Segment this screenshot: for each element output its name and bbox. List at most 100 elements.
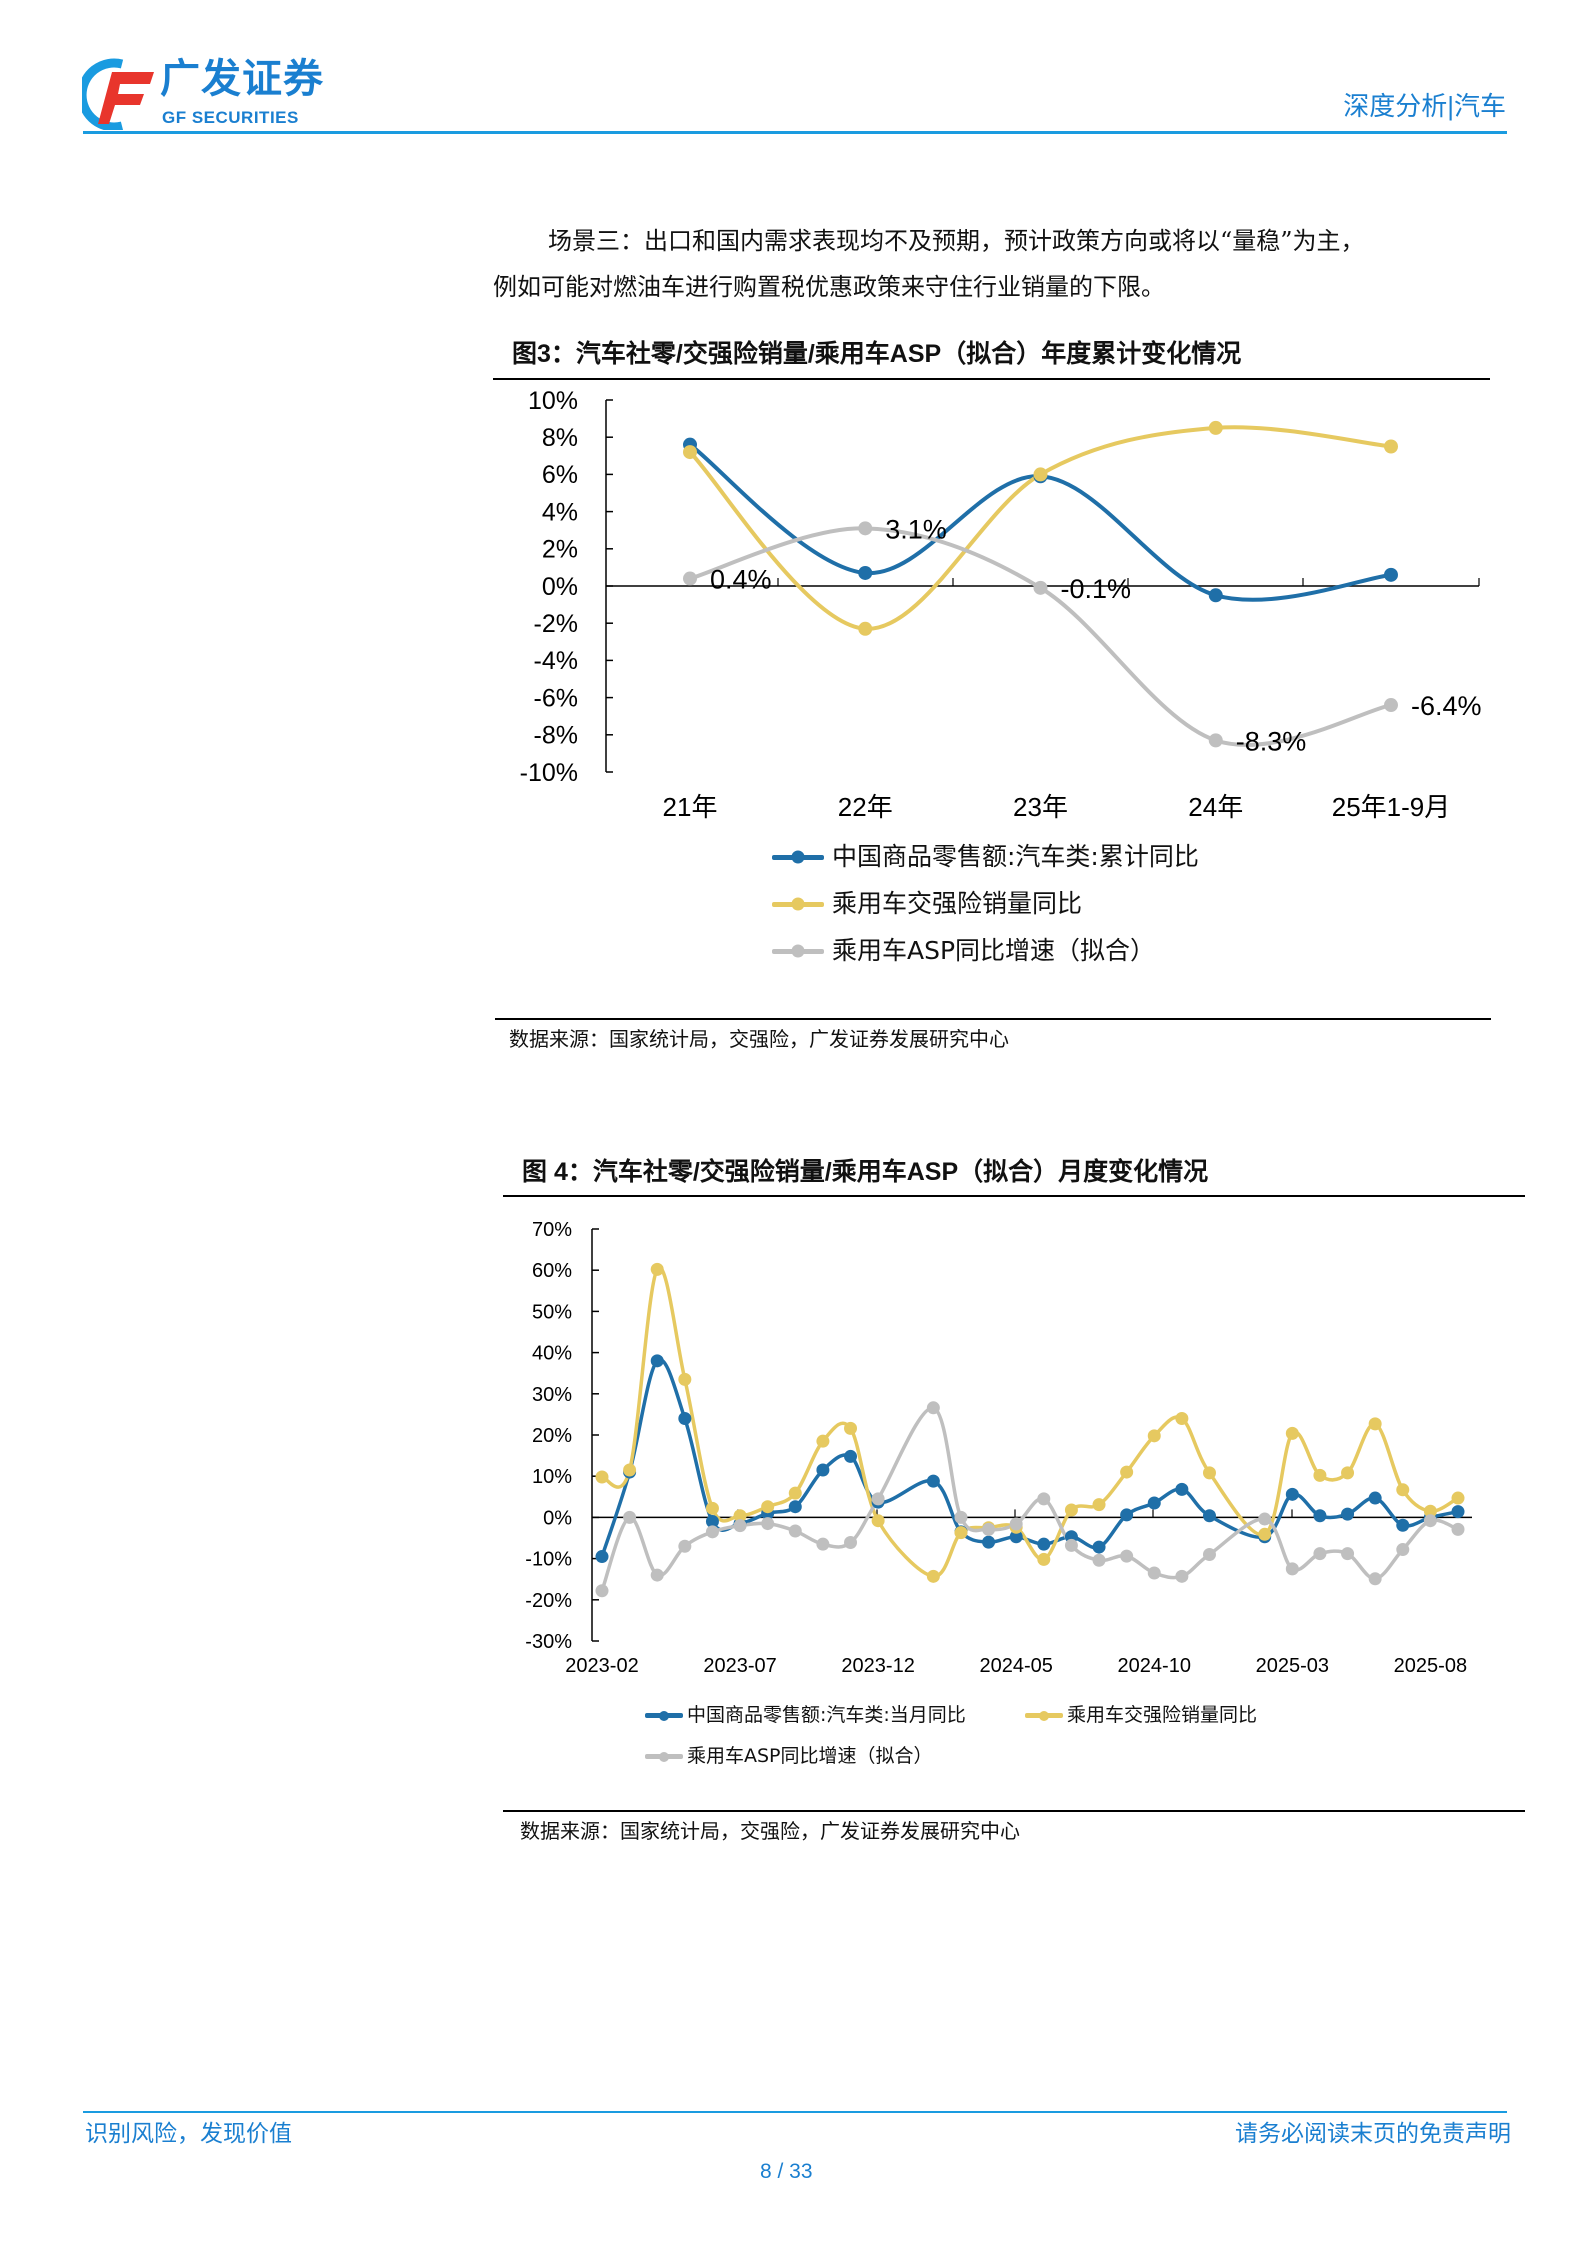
figure4-chart: 70%60%50%40%30%20%10%0%-10%-20%-30%2023-… <box>525 1219 1472 1677</box>
data-point-1 <box>1451 1491 1465 1505</box>
series-line-2 <box>600 1406 1459 1592</box>
x-tick-label: 21年 <box>663 792 718 822</box>
data-point-2 <box>1258 1512 1272 1526</box>
data-point-1 <box>1064 1503 1078 1517</box>
y-tick-label: 0% <box>542 573 578 601</box>
gf-logo-icon <box>82 58 154 130</box>
legend-label: 乘用车交强险销量同比 <box>1067 1704 1258 1726</box>
x-tick-label: 2023-02 <box>565 1655 638 1677</box>
data-point-2 <box>1384 698 1398 713</box>
y-tick-label: 4% <box>542 498 578 526</box>
data-point-1 <box>1033 467 1048 482</box>
legend-marker-icon <box>645 1751 683 1762</box>
data-point-2 <box>982 1522 996 1536</box>
data-point-2 <box>683 571 697 586</box>
legend-label: 乘用车交强险销量同比 <box>832 889 1083 918</box>
data-point-1 <box>683 445 697 460</box>
data-point-2 <box>1147 1566 1161 1580</box>
data-label: -6.4% <box>1411 691 1482 721</box>
x-tick-label: 23年 <box>1013 792 1068 822</box>
series-line-1 <box>688 425 1392 631</box>
data-point-2 <box>1092 1553 1106 1567</box>
data-point-1 <box>1208 420 1223 435</box>
data-point-1 <box>1175 1412 1189 1426</box>
data-point-2 <box>595 1584 609 1598</box>
data-point-0 <box>650 1354 664 1368</box>
data-point-2 <box>1009 1517 1023 1531</box>
data-point-1 <box>858 621 873 636</box>
data-point-1 <box>1384 439 1398 454</box>
data-point-0 <box>705 1515 719 1529</box>
data-point-0 <box>1037 1537 1051 1551</box>
legend-marker-icon <box>645 1710 683 1721</box>
data-point-1 <box>871 1514 885 1528</box>
data-point-0 <box>1451 1505 1465 1519</box>
y-tick-label: 30% <box>532 1384 572 1406</box>
data-point-2 <box>871 1492 885 1506</box>
data-point-1 <box>1368 1417 1382 1431</box>
y-tick-label: -30% <box>525 1631 572 1653</box>
x-tick-label: 2024-10 <box>1118 1655 1191 1677</box>
figure3-bottom-rule <box>495 1018 1491 1020</box>
data-point-2 <box>788 1524 802 1538</box>
y-tick-label: 6% <box>542 461 578 489</box>
data-point-1 <box>761 1500 775 1514</box>
data-point-0 <box>844 1449 858 1463</box>
data-point-1 <box>623 1463 637 1477</box>
x-tick-label: 25年1-9月 <box>1332 792 1451 822</box>
y-tick-label: -20% <box>525 1590 572 1612</box>
data-point-1 <box>816 1434 830 1448</box>
header-divider <box>83 131 1507 134</box>
y-tick-label: 10% <box>528 387 578 415</box>
data-point-2 <box>1341 1547 1355 1561</box>
data-point-2 <box>705 1525 719 1539</box>
x-tick-label: 22年 <box>838 792 893 822</box>
x-tick-label: 2024-05 <box>979 1655 1052 1677</box>
legend-label: 中国商品零售额:汽车类:累计同比 <box>832 842 1199 871</box>
paragraph-line: 场景三：出口和国内需求表现均不及预期，预计政策方向或将以“量稳”为主， <box>548 227 1365 255</box>
data-point-2 <box>623 1510 637 1524</box>
data-point-0 <box>858 565 873 580</box>
footer-disclaimer: 请务必阅读末页的免责声明 <box>1235 2120 1511 2146</box>
legend-item-retail: 中国商品零售额:汽车类:当月同比 <box>645 1704 966 1727</box>
data-point-2 <box>1037 1492 1051 1506</box>
data-point-0 <box>1285 1487 1299 1501</box>
figure4-source: 数据来源：国家统计局，交强险，广发证券发展研究中心 <box>520 1819 1020 1843</box>
figure4-bottom-rule <box>503 1810 1525 1812</box>
data-point-0 <box>1368 1491 1382 1505</box>
y-tick-label: -6% <box>534 684 578 712</box>
data-point-0 <box>1384 567 1398 582</box>
data-point-2 <box>733 1519 747 1533</box>
data-point-2 <box>1451 1522 1465 1536</box>
data-point-2 <box>761 1517 775 1531</box>
data-point-1 <box>733 1509 747 1523</box>
legend-label: 中国商品零售额:汽车类:当月同比 <box>687 1704 966 1726</box>
data-point-1 <box>1120 1465 1134 1479</box>
data-point-1 <box>1092 1498 1106 1512</box>
data-point-1 <box>1313 1468 1327 1482</box>
logo-text-en: GF SECURITIES <box>162 108 299 127</box>
data-point-2 <box>1208 733 1223 748</box>
x-tick-label: 24年 <box>1188 792 1243 822</box>
data-point-2 <box>678 1539 692 1553</box>
y-tick-label: -10% <box>520 759 578 787</box>
data-point-2 <box>1285 1562 1299 1576</box>
page-number: 8 / 33 <box>760 2160 813 2183</box>
legend-item-insurance: 乘用车交强险销量同比 <box>772 889 1083 919</box>
data-point-0 <box>788 1500 802 1514</box>
data-point-2 <box>1396 1543 1410 1557</box>
data-point-0 <box>1009 1530 1023 1544</box>
data-point-2 <box>1064 1538 1078 1552</box>
data-point-2 <box>926 1401 940 1415</box>
data-point-0 <box>1341 1507 1355 1521</box>
series-line-1 <box>601 1265 1459 1579</box>
data-point-1 <box>650 1262 664 1276</box>
data-point-1 <box>678 1372 692 1386</box>
data-point-1 <box>1147 1429 1161 1443</box>
y-tick-label: 10% <box>532 1466 572 1488</box>
data-point-2 <box>816 1537 830 1551</box>
data-point-0 <box>1092 1540 1106 1554</box>
figure3-source: 数据来源：国家统计局，交强险，广发证券发展研究中心 <box>509 1027 1009 1051</box>
data-point-2 <box>1368 1572 1382 1586</box>
data-point-0 <box>1396 1518 1410 1532</box>
